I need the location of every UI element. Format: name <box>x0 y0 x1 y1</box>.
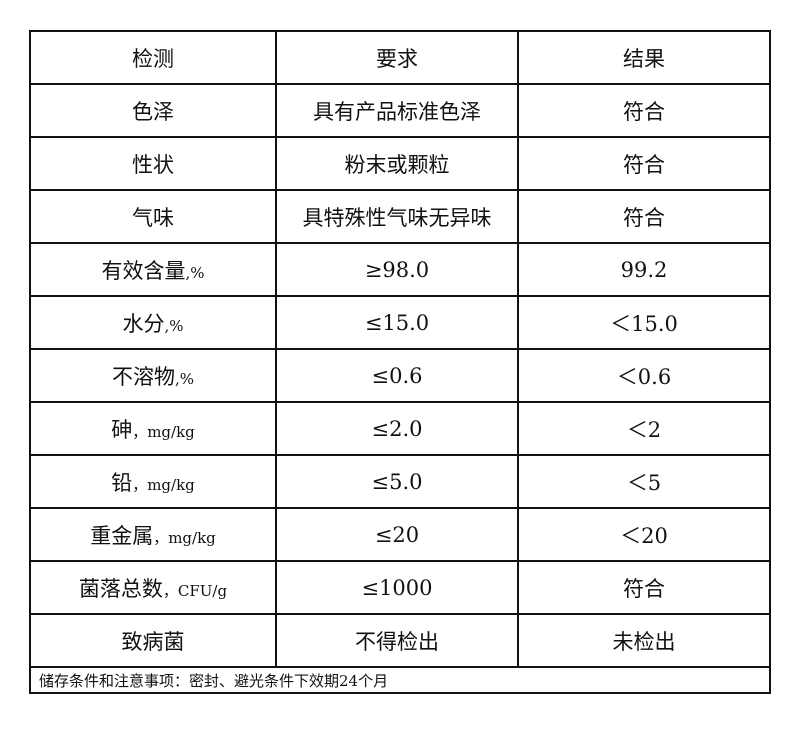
requirement-cell: 粉末或颗粒 <box>275 136 519 191</box>
table-row: 重金属，mg/kg ≤20 ＜20 <box>29 507 771 562</box>
requirement-cell: ≤1000 <box>275 560 519 615</box>
result-cell: 符合 <box>517 136 771 191</box>
item-name: 水分 <box>122 311 165 336</box>
item-cell: 性状 <box>29 136 277 191</box>
result-cell: ＜2 <box>517 401 771 456</box>
item-name: 菌落总数 <box>78 576 163 601</box>
table-row: 砷，mg/kg ≤2.0 ＜2 <box>29 401 771 456</box>
table-row: 水分,% ≤15.0 ＜15.0 <box>29 295 771 350</box>
item-unit: ,% <box>185 263 205 282</box>
requirement-cell: ≤15.0 <box>275 295 519 350</box>
requirement-cell: 具有产品标准色泽 <box>275 83 519 138</box>
item-cell: 水分,% <box>29 295 277 350</box>
table-row: 致病菌 不得检出 未检出 <box>29 613 771 668</box>
result-cell: 符合 <box>517 189 771 244</box>
item-cell: 砷，mg/kg <box>29 401 277 456</box>
inspection-table: 检测 要求 结果 色泽 具有产品标准色泽 符合 性状 粉末或颗粒 符合 气味 具特殊性气味无异… <box>29 30 771 694</box>
result-cell: 符合 <box>517 83 771 138</box>
item-name: 气味 <box>132 205 174 230</box>
item-unit: ，mg/kg <box>153 528 216 547</box>
item-cell: 铅，mg/kg <box>29 454 277 509</box>
item-cell: 致病菌 <box>29 613 277 668</box>
item-name: 不溶物 <box>111 364 175 389</box>
item-name: 性状 <box>132 152 174 177</box>
result-cell: 未检出 <box>517 613 771 668</box>
result-cell: ＜15.0 <box>517 295 771 350</box>
item-cell: 有效含量,% <box>29 242 277 297</box>
header-cell: 要求 <box>275 30 519 85</box>
item-cell: 气味 <box>29 189 277 244</box>
requirement-cell: ≥98.0 <box>275 242 519 297</box>
result-cell: ＜0.6 <box>517 348 771 403</box>
requirement-cell: ≤5.0 <box>275 454 519 509</box>
table-row: 菌落总数，CFU/g ≤1000 符合 <box>29 560 771 615</box>
item-cell: 菌落总数，CFU/g <box>29 560 277 615</box>
requirement-cell: 具特殊性气味无异味 <box>275 189 519 244</box>
requirement-cell: ≤0.6 <box>275 348 519 403</box>
item-name: 砷 <box>111 417 133 442</box>
item-name: 铅 <box>111 470 133 495</box>
item-unit: ，mg/kg <box>132 422 195 441</box>
table-row: 铅，mg/kg ≤5.0 ＜5 <box>29 454 771 509</box>
item-unit: ,% <box>174 369 195 388</box>
table-row: 不溶物,% ≤0.6 ＜0.6 <box>29 348 771 403</box>
item-cell: 不溶物,% <box>29 348 277 403</box>
footer-row: 储存条件和注意事项：密封、避光条件下效期24个月 <box>29 666 771 694</box>
header-cell: 结果 <box>517 30 771 85</box>
header-cell: 检测 <box>29 30 277 85</box>
requirement-cell: 不得检出 <box>275 613 519 668</box>
item-unit: ，mg/kg <box>132 475 195 494</box>
requirement-cell: ≤2.0 <box>275 401 519 456</box>
item-cell: 重金属，mg/kg <box>29 507 277 562</box>
item-unit: ,% <box>164 316 184 335</box>
item-name: 色泽 <box>132 99 174 124</box>
item-cell: 色泽 <box>29 83 277 138</box>
result-cell: 符合 <box>517 560 771 615</box>
item-name: 致病菌 <box>121 629 185 654</box>
result-cell: ＜20 <box>517 507 771 562</box>
table-row: 气味 具特殊性气味无异味 符合 <box>29 189 771 244</box>
item-name: 有效含量 <box>101 258 186 283</box>
result-cell: ＜5 <box>517 454 771 509</box>
table-row: 性状 粉末或颗粒 符合 <box>29 136 771 191</box>
storage-note: 储存条件和注意事项：密封、避光条件下效期24个月 <box>29 666 771 694</box>
result-cell: 99.2 <box>517 242 771 297</box>
table-row: 有效含量,% ≥98.0 99.2 <box>29 242 771 297</box>
item-name: 重金属 <box>90 523 154 548</box>
item-unit: ，CFU/g <box>162 581 228 600</box>
table-row: 色泽 具有产品标准色泽 符合 <box>29 83 771 138</box>
requirement-cell: ≤20 <box>275 507 519 562</box>
table-header-row: 检测 要求 结果 <box>29 30 771 85</box>
